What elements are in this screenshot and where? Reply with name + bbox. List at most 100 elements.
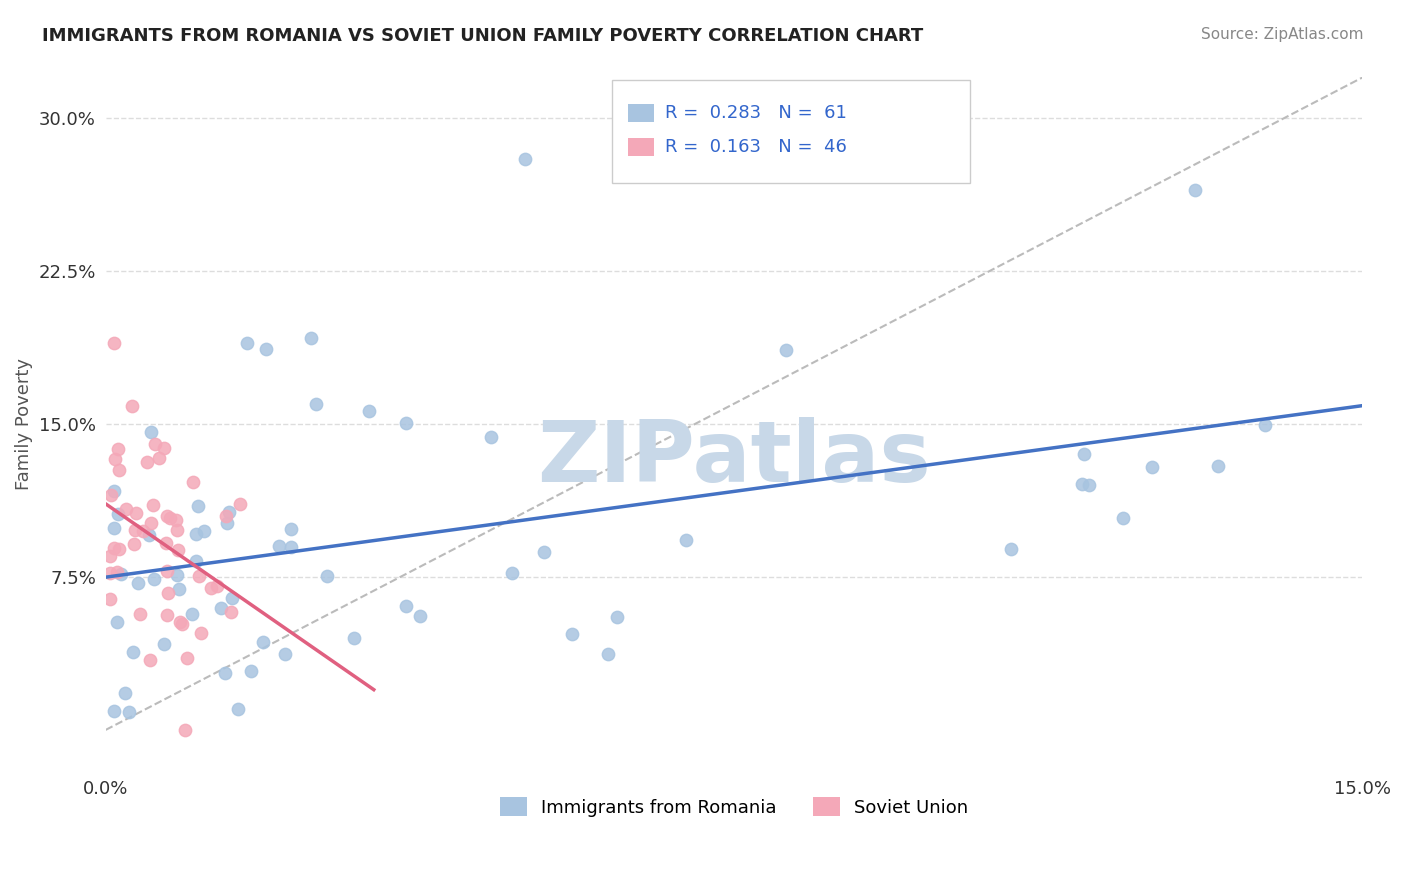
Point — [172, 616, 194, 631]
Point — [143, 437, 166, 451]
Point — [606, 610, 628, 624]
Point — [221, 591, 243, 605]
Point — [103, 541, 125, 555]
Point — [513, 152, 536, 166]
Point — [103, 704, 125, 718]
Point — [174, 723, 197, 737]
Point — [107, 541, 129, 556]
Point — [114, 502, 136, 516]
Point — [100, 488, 122, 502]
Point — [561, 627, 583, 641]
Point — [157, 586, 180, 600]
Point — [98, 549, 121, 564]
Point — [148, 450, 170, 465]
Point — [219, 605, 242, 619]
Point — [252, 634, 274, 648]
Point — [274, 647, 297, 661]
Point — [305, 397, 328, 411]
Point — [103, 521, 125, 535]
Point — [1070, 476, 1092, 491]
Point — [136, 455, 159, 469]
Point — [187, 499, 209, 513]
Point — [121, 399, 143, 413]
Point — [143, 572, 166, 586]
Point — [105, 565, 128, 579]
Point — [226, 702, 249, 716]
Point — [105, 615, 128, 629]
Point — [254, 343, 277, 357]
Point — [408, 609, 430, 624]
Point — [110, 566, 132, 581]
Point — [235, 335, 257, 350]
Point — [184, 553, 207, 567]
Point — [187, 569, 209, 583]
Point — [596, 647, 619, 661]
Point — [108, 463, 131, 477]
Point — [1112, 511, 1135, 525]
Point — [675, 533, 697, 548]
Point — [138, 653, 160, 667]
Point — [103, 335, 125, 350]
Point — [1254, 418, 1277, 433]
Point — [166, 523, 188, 537]
Point — [214, 666, 236, 681]
Point — [184, 526, 207, 541]
Point — [395, 416, 418, 430]
Point — [139, 425, 162, 439]
Point — [215, 508, 238, 523]
Point — [533, 544, 555, 558]
Point — [395, 599, 418, 613]
Point — [1073, 447, 1095, 461]
Point — [153, 637, 176, 651]
Point — [98, 566, 121, 580]
Point — [103, 484, 125, 499]
Point — [138, 528, 160, 542]
Text: ZIPatlas: ZIPatlas — [537, 417, 931, 500]
Text: Source: ZipAtlas.com: Source: ZipAtlas.com — [1201, 27, 1364, 42]
Point — [218, 505, 240, 519]
Point — [122, 537, 145, 551]
Point — [316, 569, 339, 583]
Point — [240, 664, 263, 678]
Point — [1142, 460, 1164, 475]
Point — [118, 705, 141, 719]
Text: R =  0.283   N =  61: R = 0.283 N = 61 — [665, 104, 846, 122]
Point — [1184, 183, 1206, 197]
Point — [280, 522, 302, 536]
Point — [122, 645, 145, 659]
Point — [269, 539, 291, 553]
Point — [299, 331, 322, 345]
Point — [139, 516, 162, 530]
Point — [153, 441, 176, 455]
Point — [1000, 542, 1022, 557]
Point — [166, 567, 188, 582]
Point — [156, 564, 179, 578]
Point — [209, 601, 232, 615]
Point — [98, 592, 121, 607]
Point — [359, 404, 381, 418]
Y-axis label: Family Poverty: Family Poverty — [15, 358, 32, 490]
Point — [229, 497, 252, 511]
Point — [1078, 478, 1101, 492]
Point — [775, 343, 797, 357]
Point — [155, 536, 177, 550]
Point — [156, 508, 179, 523]
Point — [159, 511, 181, 525]
Point — [142, 498, 165, 512]
Point — [190, 626, 212, 640]
Point — [193, 524, 215, 539]
Text: IMMIGRANTS FROM ROMANIA VS SOVIET UNION FAMILY POVERTY CORRELATION CHART: IMMIGRANTS FROM ROMANIA VS SOVIET UNION … — [42, 27, 924, 45]
Point — [205, 579, 228, 593]
Point — [1206, 459, 1229, 474]
Legend: Immigrants from Romania, Soviet Union: Immigrants from Romania, Soviet Union — [492, 790, 976, 824]
Point — [183, 475, 205, 489]
Point — [132, 524, 155, 539]
Point — [176, 651, 198, 665]
Point — [169, 615, 191, 629]
Point — [114, 685, 136, 699]
Point — [200, 581, 222, 595]
Text: R =  0.163   N =  46: R = 0.163 N = 46 — [665, 138, 846, 156]
Point — [501, 566, 523, 580]
Point — [343, 631, 366, 645]
Point — [166, 513, 188, 527]
